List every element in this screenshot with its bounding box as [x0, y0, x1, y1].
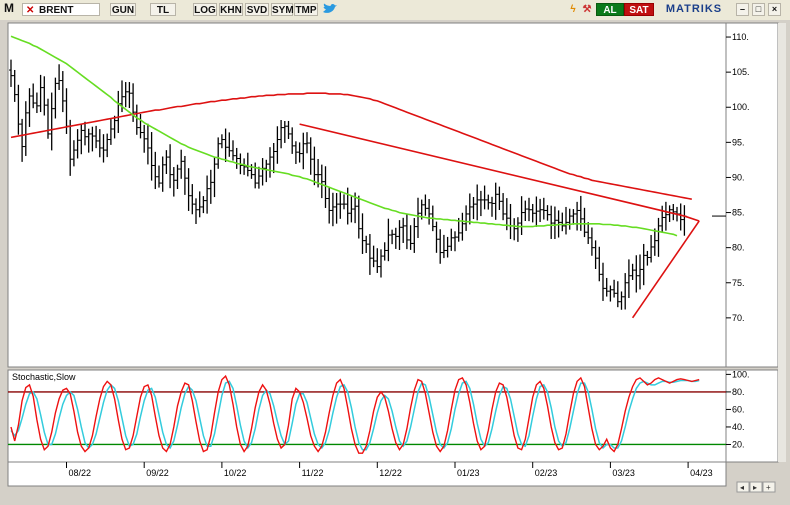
price-panel — [7, 22, 727, 368]
moving-average-short-line — [10, 35, 678, 237]
sell-button[interactable]: SAT — [624, 3, 654, 16]
scroll-left-button[interactable] — [736, 481, 750, 493]
price-tick-label: 70. — [732, 313, 745, 323]
price-chart-svg[interactable]: Stochastic,Slow 110. 105. 100. 95. 90. 85. 80.… — [0, 20, 790, 500]
close-button[interactable]: × — [768, 3, 781, 16]
price-tick-label: 95. — [732, 137, 745, 147]
stochastic-tick-label: 40. — [732, 422, 745, 432]
stochastic-tick-label: 20. — [732, 439, 745, 449]
chart-toolbar: M ✕ BRENT GUN TL LOG KHN SVD SYM TMP ϟ ⚒ … — [0, 0, 790, 21]
date-axis — [7, 461, 727, 487]
trendline — [299, 123, 685, 217]
menu-button[interactable]: M — [4, 1, 14, 15]
scroll-right-button[interactable] — [749, 481, 763, 493]
date-tick-label: 04/23 — [690, 468, 713, 478]
price-tick-label: 75. — [732, 278, 745, 288]
remove-symbol-icon[interactable]: ✕ — [26, 5, 35, 16]
tmp-button[interactable]: TMP — [294, 3, 318, 16]
lightning-icon[interactable]: ϟ — [570, 4, 576, 15]
scroll-controls: ◂ ▸ + — [736, 481, 776, 493]
log-button[interactable]: LOG — [193, 3, 217, 16]
stochastic-tick-label: 100. — [732, 369, 750, 379]
price-tick-label: 100. — [732, 102, 750, 112]
price-tick-label: 85. — [732, 208, 745, 218]
chart-area: Stochastic,Slow 110. 105. 100. 95. 90. 85. 80.… — [0, 20, 790, 500]
date-tick-label: 02/23 — [535, 468, 558, 478]
price-tick-label: 105. — [732, 67, 750, 77]
price-tick-label: 90. — [732, 172, 745, 182]
brand-logo: MATRIKS — [665, 3, 723, 15]
moving-average-long-line — [10, 92, 692, 200]
vertical-scrollbar[interactable] — [778, 23, 786, 462]
stochastic-axis — [725, 369, 779, 463]
zoom-icon: + — [766, 483, 771, 492]
minimize-button[interactable]: – — [736, 3, 749, 16]
khn-button[interactable]: KHN — [219, 3, 243, 16]
twitter-bird-icon — [323, 3, 337, 13]
symbol-field[interactable]: ✕ BRENT — [22, 3, 100, 16]
price-tick-label: 110. — [732, 32, 749, 42]
maximize-button[interactable]: □ — [752, 3, 765, 16]
date-tick-label: 12/22 — [379, 468, 402, 478]
trendline — [684, 215, 700, 222]
stochastic-marks — [8, 374, 726, 454]
date-tick-label: 08/22 — [69, 468, 92, 478]
price-axis — [725, 22, 779, 368]
date-tick-label: 10/22 — [224, 468, 247, 478]
date-tick-label: 11/22 — [302, 468, 324, 478]
axis-labels: 110. 105. 100. 95. 90. 85. 80. 75. 70. 100. 80. 60.… — [66, 32, 750, 478]
date-tick-label: 01/23 — [457, 468, 480, 478]
currency-button[interactable]: TL — [150, 3, 176, 16]
stochastic-d-line — [10, 379, 700, 451]
date-tick-label: 03/23 — [612, 468, 635, 478]
scroll-left-icon: ◂ — [740, 483, 744, 492]
price-marks — [9, 35, 726, 319]
stochastic-k-line — [10, 374, 700, 454]
stochastic-tick-label: 80. — [732, 387, 745, 397]
symbol-label: BRENT — [39, 5, 74, 16]
trendline — [631, 220, 700, 319]
svd-button[interactable]: SVD — [245, 3, 269, 16]
stochastic-tick-label: 60. — [732, 404, 745, 414]
zoom-button[interactable] — [762, 481, 776, 493]
date-tick-label: 09/22 — [146, 468, 169, 478]
twitter-icon[interactable] — [320, 3, 340, 16]
tools-icon[interactable]: ⚒ — [582, 4, 592, 15]
period-button[interactable]: GUN — [110, 3, 136, 16]
sym-button[interactable]: SYM — [271, 3, 294, 16]
price-tick-label: 80. — [732, 243, 745, 253]
buy-button[interactable]: AL — [596, 3, 624, 16]
stochastic-title: Stochastic,Slow — [12, 372, 76, 382]
scroll-right-icon: ▸ — [753, 483, 757, 492]
